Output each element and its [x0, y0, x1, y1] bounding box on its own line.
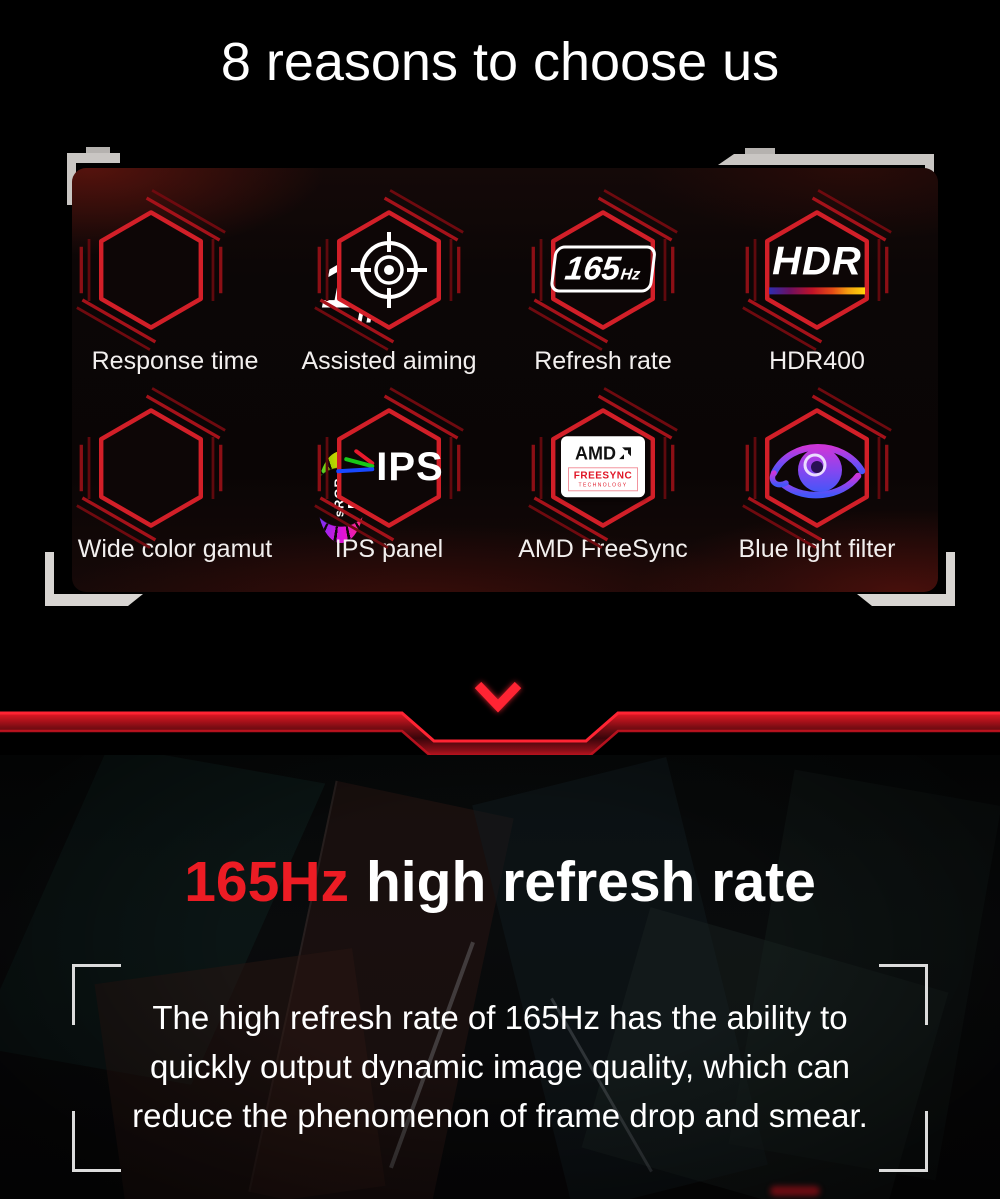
page-title: 8 reasons to choose us	[220, 32, 780, 92]
feature-hdr400: HDR HDR400	[710, 192, 924, 375]
feature-label: AMD FreeSync	[518, 535, 688, 563]
feature-amd-freesync: AMD FREESYNC TECHNOLOGY AMD FreeSync	[496, 390, 710, 563]
freesync-block: FREESYNC TECHNOLOGY	[568, 466, 638, 491]
technology-text: TECHNOLOGY	[578, 481, 628, 488]
vignette	[0, 755, 1000, 1199]
corner-bracket-top-left	[72, 964, 121, 1025]
feature-label: Blue light filter	[738, 535, 896, 563]
hex-frame: 1 ms	[68, 192, 399, 347]
background-artwork	[0, 755, 1000, 1199]
hdr-gradient-bar	[769, 286, 865, 294]
crosshair-icon	[351, 231, 427, 308]
description-line: quickly output dynamic image quality, wh…	[149, 1048, 851, 1085]
description-line: The high refresh rate of 165Hz has the a…	[152, 999, 848, 1036]
chevron-down-icon	[474, 681, 522, 713]
corner-bracket-top-right	[879, 964, 928, 1025]
hex-frame	[282, 192, 496, 347]
panel-bracket-top-left	[67, 147, 120, 205]
cutoff-red-text-fragment	[770, 1186, 820, 1196]
feature-label: Assisted aiming	[301, 347, 477, 375]
ips-icon: IPS	[334, 447, 443, 487]
description-line: reduce the phenomenon of frame drop and …	[132, 1097, 868, 1134]
panel-bracket-bottom-left	[45, 552, 143, 606]
freesync-text: FREESYNC	[573, 469, 633, 481]
hz-unit: Hz	[619, 265, 642, 283]
section-title-highlight: 165Hz	[184, 850, 349, 914]
feature-label: IPS panel	[334, 535, 444, 563]
hdr-text: HDR	[772, 238, 862, 283]
hex-frame: IPS	[282, 390, 496, 545]
description-box: The high refresh rate of 165Hz has the a…	[72, 964, 928, 1172]
hex-frame: AMD FREESYNC TECHNOLOGY	[496, 390, 710, 545]
section-title: 165Hz high refresh rate	[0, 848, 1000, 916]
corner-bracket-bottom-left	[72, 1111, 121, 1172]
hex-frame	[710, 390, 924, 545]
feature-wide-color-gamut: sRGB 100 % Wide color gamut	[68, 390, 401, 563]
feature-label: Wide color gamut	[77, 535, 273, 563]
feature-assisted-aiming: Assisted aiming	[282, 192, 496, 375]
feature-blue-light-filter: Blue light filter	[710, 390, 924, 563]
feature-response-time: 1 ms Response time	[68, 192, 399, 375]
hdr-icon: HDR	[769, 241, 865, 294]
description-text: The high refresh rate of 165Hz has the a…	[72, 993, 928, 1140]
hex-frame: HDR	[710, 192, 924, 347]
165hz-badge-icon: 165 Hz	[549, 245, 657, 293]
amd-freesync-card-icon: AMD FREESYNC TECHNOLOGY	[561, 435, 645, 497]
amd-text: AMD	[575, 442, 616, 463]
rgb-rays-icon	[336, 448, 375, 473]
panel-bracket-bottom-right	[857, 552, 955, 606]
amd-arrow-icon	[619, 446, 631, 459]
feature-label: Refresh rate	[534, 347, 672, 375]
hex-frame: sRGB 100 %	[68, 390, 401, 545]
corner-bracket-bottom-right	[879, 1111, 928, 1172]
feature-label: Response time	[91, 347, 259, 375]
hexagon-frame-icon	[68, 187, 234, 353]
ips-text: IPS	[376, 444, 444, 489]
hz-value: 165	[563, 249, 623, 287]
section-title-rest: high refresh rate	[365, 850, 816, 914]
feature-refresh-rate: 165 Hz Refresh rate	[496, 192, 710, 375]
eye-icon	[769, 443, 866, 498]
amd-logo: AMD	[564, 444, 642, 462]
feature-label: HDR400	[769, 347, 865, 375]
feature-ips-panel: IPS IPS panel	[282, 390, 496, 563]
hexagon-frame-icon	[68, 385, 234, 551]
hex-frame: 165 Hz	[496, 192, 710, 347]
